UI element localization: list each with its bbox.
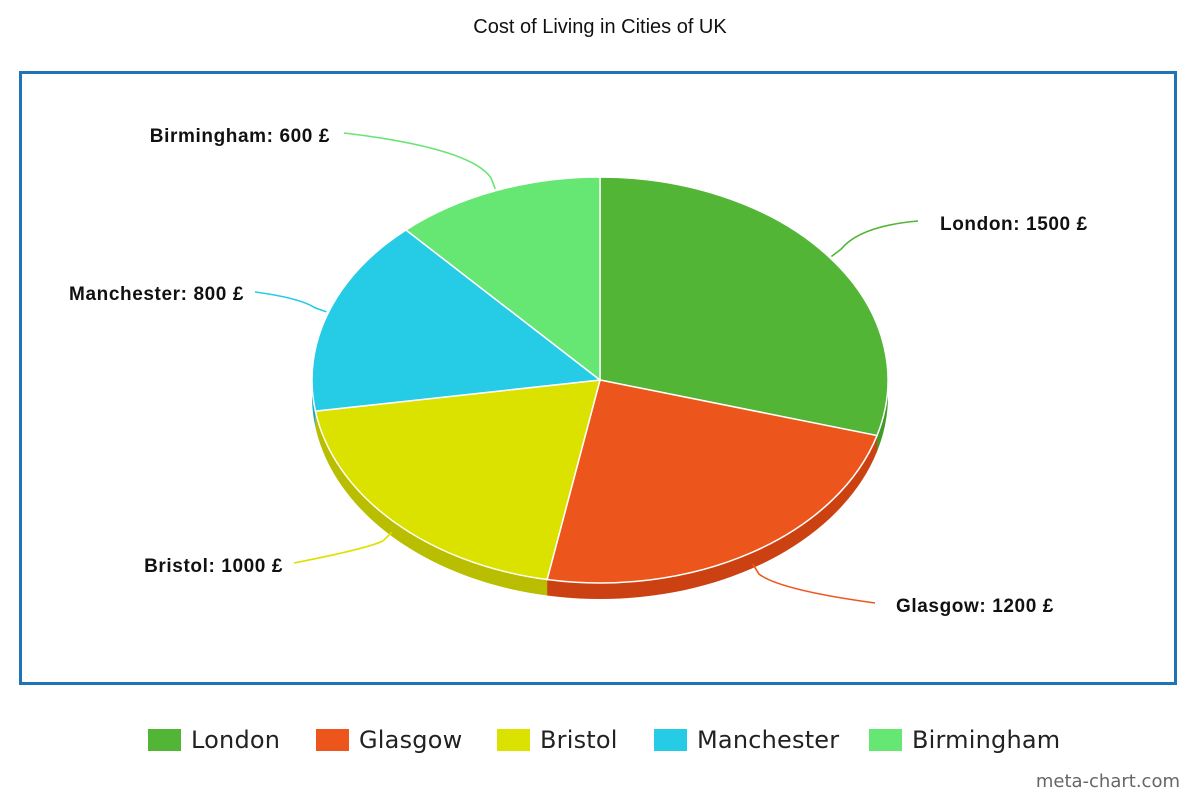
legend-item-glasgow[interactable]: Glasgow bbox=[316, 724, 462, 756]
data-label-london: London: 1500 £ bbox=[940, 214, 1088, 235]
leader-line-birmingham bbox=[343, 132, 496, 190]
legend-item-bristol[interactable]: Bristol bbox=[497, 724, 618, 756]
legend-label-glasgow: Glasgow bbox=[359, 726, 463, 754]
legend-item-london[interactable]: London bbox=[148, 724, 280, 756]
pie-side-london bbox=[877, 380, 888, 452]
leader-line-london bbox=[830, 220, 919, 258]
pie-side-bristol bbox=[315, 411, 548, 596]
pie-slice-bristol[interactable] bbox=[314, 379, 602, 581]
leader-line-glasgow bbox=[752, 563, 876, 604]
legend-swatch-glasgow bbox=[316, 729, 349, 751]
chart-title: Cost of Living in Cities of UK bbox=[473, 16, 727, 38]
legend-swatch-manchester bbox=[654, 729, 687, 751]
legend-label-bristol: Bristol bbox=[540, 726, 618, 754]
data-label-glasgow: Glasgow: 1200 £ bbox=[896, 596, 1054, 617]
plot-area-frame bbox=[19, 71, 1177, 685]
legend-swatch-birmingham bbox=[869, 729, 902, 751]
legend-swatch-bristol bbox=[497, 729, 530, 751]
watermark-text: meta-chart.com bbox=[1035, 771, 1180, 792]
legend-label-manchester: Manchester bbox=[697, 726, 840, 754]
data-label-manchester: Manchester: 800 £ bbox=[69, 284, 244, 305]
legend-label-london: London bbox=[191, 726, 281, 754]
data-label-birmingham: Birmingham: 600 £ bbox=[150, 126, 330, 147]
pie-slice-birmingham[interactable] bbox=[404, 176, 601, 382]
leader-line-manchester bbox=[254, 291, 327, 313]
data-label-bristol: Bristol: 1000 £ bbox=[144, 556, 283, 577]
pie-slice-london[interactable] bbox=[599, 176, 889, 437]
leader-line-bristol bbox=[293, 531, 393, 564]
pie-slices bbox=[311, 176, 889, 584]
pie-labels: London: 1500 £ Glasgow: 1200 £ Bristol: 10… bbox=[69, 126, 1088, 617]
pie-slice-glasgow[interactable] bbox=[546, 379, 879, 584]
legend-item-manchester[interactable]: Manchester bbox=[654, 724, 839, 756]
legend-item-birmingham[interactable]: Birmingham bbox=[869, 724, 1060, 756]
legend-label-birmingham: Birmingham bbox=[912, 726, 1061, 754]
legend: London Glasgow Bristol Manchester Birmin… bbox=[0, 724, 1200, 756]
pie-chart: London: 1500 £ Glasgow: 1200 £ Bristol: 10… bbox=[69, 126, 1088, 617]
pie-leaders bbox=[254, 132, 919, 604]
pie-slice-manchester[interactable] bbox=[311, 229, 602, 412]
legend-swatch-london bbox=[148, 729, 181, 751]
